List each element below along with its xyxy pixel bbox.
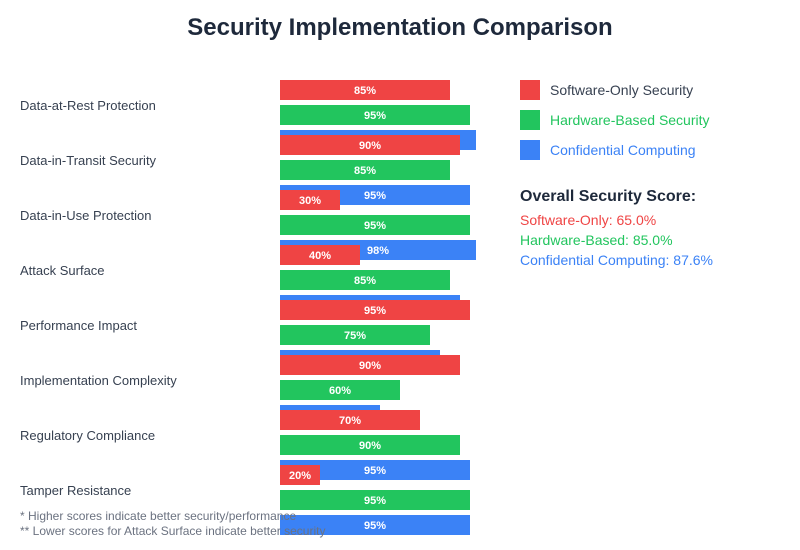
bar-value-label: 90%	[359, 440, 381, 452]
category-labels: Data-at-Rest Protection Data-in-Transit S…	[20, 98, 177, 498]
bar-software-only-security-data-in-use-protection	[280, 190, 340, 210]
bar-group: 95%	[280, 105, 470, 125]
bar-software-only-security-regulatory-compliance	[280, 410, 420, 430]
bar-group: 85%	[280, 160, 450, 180]
category-label-tamper-resistance: Tamper Resistance	[20, 483, 131, 498]
bar-value-label: 40%	[309, 250, 331, 262]
bar-confidential-computing-tamper-resistance	[280, 515, 470, 535]
bar-software-only-security-attack-surface	[280, 245, 360, 265]
bar-group: 40%	[280, 245, 360, 265]
bar-value-label: 95%	[364, 190, 386, 202]
bar-group: 75%	[280, 325, 430, 345]
overall-score-panel: Overall Security Score: Software-Only: 6…	[520, 188, 713, 268]
bar-group: 20%	[280, 465, 320, 485]
bar-group: 85%	[280, 80, 450, 100]
bar-group: 60%	[280, 380, 400, 400]
bar-value-label: 95%	[364, 305, 386, 317]
bar-value-label: 95%	[364, 110, 386, 122]
overall-score-title: Overall Security Score:	[520, 188, 696, 205]
overall-score-line: Hardware-Based: 85.0%	[520, 232, 673, 248]
category-label-regulatory-compliance: Regulatory Compliance	[20, 428, 155, 443]
bar-value-label: 98%	[367, 245, 389, 257]
overall-score-line: Software-Only: 65.0%	[520, 212, 656, 228]
category-label-data-in-use-protection: Data-in-Use Protection	[20, 208, 152, 223]
bar-value-label: 95%	[364, 495, 386, 507]
category-label-performance-impact: Performance Impact	[20, 318, 137, 333]
category-label-data-at-rest-protection: Data-at-Rest Protection	[20, 98, 156, 113]
bar-hardware-based-security-implementation-complexity	[280, 380, 400, 400]
bar-software-only-security-data-in-transit-security	[280, 135, 460, 155]
bar-group: 30%	[280, 190, 340, 210]
bar-hardware-based-security-data-in-transit-security	[280, 160, 450, 180]
bar-hardware-based-security-performance-impact	[280, 325, 430, 345]
bar-value-label: 75%	[344, 330, 366, 342]
bar-confidential-computing-regulatory-compliance	[280, 460, 470, 480]
bar-value-label: 20%	[289, 470, 311, 482]
footnote: ** Lower scores for Attack Surface indic…	[20, 524, 325, 538]
bar-group: 85%	[280, 270, 450, 290]
bar-value-label: 95%	[364, 220, 386, 232]
bar-software-only-security-implementation-complexity	[280, 355, 460, 375]
legend-item-hardware-based-security: Hardware-Based Security	[520, 110, 710, 130]
bar-group: 90%	[280, 355, 460, 375]
bar-group: 95%	[280, 515, 470, 535]
legend-label: Hardware-Based Security	[550, 112, 710, 128]
bar-hardware-based-security-tamper-resistance	[280, 490, 470, 510]
bar-hardware-based-security-data-in-use-protection	[280, 215, 470, 235]
legend-item-software-only-security: Software-Only Security	[520, 80, 693, 100]
bar-value-label: 60%	[329, 385, 351, 397]
bar-group: 95%	[280, 215, 470, 235]
chart-title: Security Implementation Comparison	[187, 14, 612, 41]
bar-group: 95%	[280, 300, 470, 320]
bar-hardware-based-security-attack-surface	[280, 270, 450, 290]
category-label-data-in-transit-security: Data-in-Transit Security	[20, 153, 157, 168]
legend-label: Software-Only Security	[550, 82, 693, 98]
bar-group: 70%	[280, 410, 420, 430]
bar-group: 90%	[280, 135, 460, 155]
legend-swatch	[520, 80, 540, 100]
overall-score-line: Confidential Computing: 87.6%	[520, 252, 713, 268]
legend: Software-Only Security Hardware-Based Sec…	[520, 80, 710, 160]
category-label-implementation-complexity: Implementation Complexity	[20, 373, 177, 388]
bar-software-only-security-performance-impact	[280, 300, 470, 320]
legend-label: Confidential Computing	[550, 142, 696, 158]
footnote: * Higher scores indicate better security…	[20, 509, 296, 523]
bars-layer: 85%95%98%90%85%95%30%95%98%40%85%90%95%7…	[280, 80, 476, 535]
bar-value-label: 30%	[299, 195, 321, 207]
category-label-attack-surface: Attack Surface	[20, 263, 105, 278]
bar-hardware-based-security-regulatory-compliance	[280, 435, 460, 455]
legend-swatch	[520, 140, 540, 160]
bar-value-label: 85%	[354, 165, 376, 177]
legend-item-confidential-computing: Confidential Computing	[520, 140, 696, 160]
bar-hardware-based-security-data-at-rest-protection	[280, 105, 470, 125]
bar-value-label: 95%	[364, 520, 386, 532]
bar-value-label: 70%	[339, 415, 361, 427]
bar-value-label: 85%	[354, 85, 376, 97]
bar-group: 90%	[280, 435, 460, 455]
bar-value-label: 85%	[354, 275, 376, 287]
bar-value-label: 90%	[359, 140, 381, 152]
legend-swatch	[520, 110, 540, 130]
footnotes: * Higher scores indicate better security…	[20, 509, 325, 538]
bar-software-only-security-tamper-resistance	[280, 465, 320, 485]
bar-value-label: 90%	[359, 360, 381, 372]
bar-group: 95%	[280, 490, 470, 510]
bar-group: 95%	[280, 460, 470, 480]
bar-software-only-security-data-at-rest-protection	[280, 80, 450, 100]
bar-value-label: 95%	[364, 465, 386, 477]
